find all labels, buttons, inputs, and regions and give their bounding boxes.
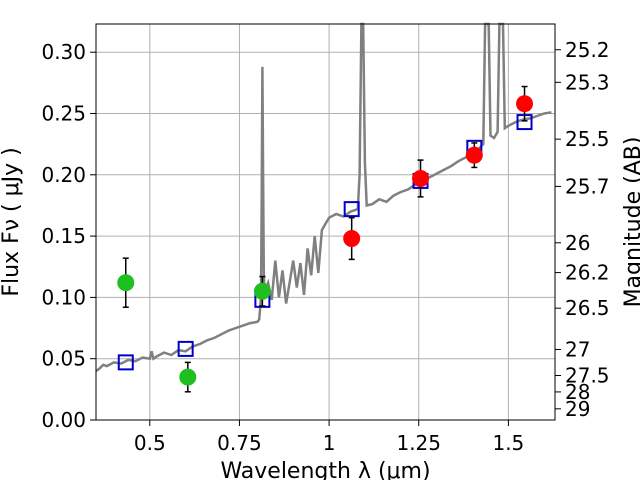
y-tick-label: 0.20 bbox=[41, 163, 86, 187]
model-point-square bbox=[117, 354, 134, 371]
x-axis-label: Wavelength λ (μm) bbox=[220, 459, 430, 480]
right-tick-label: 29 bbox=[565, 397, 590, 421]
right-tick-label: 26.2 bbox=[565, 261, 610, 285]
x-tick-label: 1.25 bbox=[396, 431, 441, 455]
x-tick-label: 0.5 bbox=[134, 431, 166, 455]
observed-point bbox=[412, 169, 430, 187]
right-tick-label: 28 bbox=[565, 380, 590, 404]
y-tick-label: 0.05 bbox=[41, 347, 86, 371]
right-tick-label: 25.3 bbox=[565, 70, 610, 94]
x-axis-ticks: 0.5 0.75 1 1.25 1.5 bbox=[134, 420, 524, 455]
y-tick-label: 0.30 bbox=[41, 40, 86, 64]
model-point-square bbox=[343, 201, 360, 218]
model-point-square bbox=[177, 340, 194, 357]
right-tick-label: 27.5 bbox=[565, 363, 610, 387]
plot-frame bbox=[95, 23, 556, 421]
observed-point bbox=[117, 274, 135, 292]
y-tick-label: 0.15 bbox=[41, 224, 86, 248]
right-axis-label: Magnitude (AB) bbox=[621, 137, 640, 308]
y-axis-ticks: 0.00 0.05 0.10 0.15 0.20 0.25 0.30 bbox=[41, 40, 96, 432]
spectrum-line bbox=[95, 22, 552, 373]
observed-point bbox=[343, 230, 361, 248]
x-tick-label: 0.75 bbox=[217, 431, 262, 455]
right-tick-label: 26.5 bbox=[565, 296, 610, 320]
y-tick-label: 0.10 bbox=[41, 285, 86, 309]
observed-point bbox=[516, 95, 534, 113]
y-axis-label: Flux Fν ( μJy ) bbox=[0, 147, 24, 296]
y-tick-label: 0.25 bbox=[41, 101, 86, 125]
right-tick-label: 26 bbox=[565, 231, 590, 255]
right-tick-label: 25.5 bbox=[565, 127, 610, 151]
observed-points-series bbox=[117, 85, 534, 393]
observed-point bbox=[465, 146, 483, 164]
y-tick-label: 0.00 bbox=[41, 408, 86, 432]
spectrum-series bbox=[95, 22, 552, 373]
right-tick-label: 27 bbox=[565, 337, 590, 361]
observed-point bbox=[253, 282, 271, 300]
observed-point bbox=[179, 368, 197, 386]
x-tick-label: 1.5 bbox=[492, 431, 524, 455]
x-tick-label: 1 bbox=[323, 431, 336, 455]
right-tick-label: 25.7 bbox=[565, 174, 610, 198]
right-tick-label: 25.2 bbox=[565, 38, 610, 62]
